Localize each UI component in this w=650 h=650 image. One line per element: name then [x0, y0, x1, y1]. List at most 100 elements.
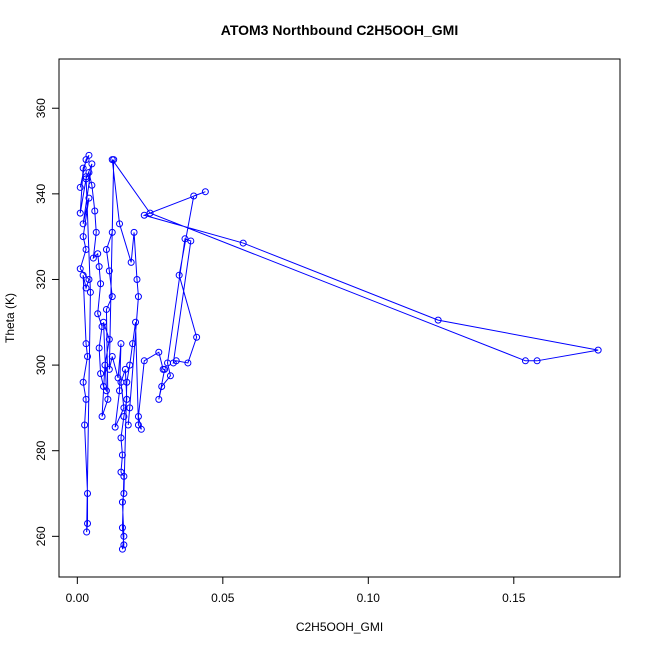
- y-tick-label: 340: [34, 184, 48, 204]
- data-point: [118, 545, 126, 553]
- series-line: [79, 155, 599, 550]
- data-point: [146, 209, 154, 217]
- data-point: [86, 288, 94, 296]
- data-point: [95, 263, 103, 271]
- data-point: [123, 395, 131, 403]
- data-point: [120, 490, 128, 498]
- data-point: [201, 188, 209, 196]
- data-point: [84, 353, 92, 361]
- data-point: [116, 387, 124, 395]
- data-point: [166, 372, 174, 380]
- data-point: [85, 275, 93, 283]
- data-point: [85, 194, 93, 202]
- data-point: [130, 228, 138, 236]
- data-point: [108, 353, 116, 361]
- data-point: [85, 151, 93, 159]
- data-point: [82, 246, 90, 254]
- x-tick-label: 0.15: [502, 591, 526, 605]
- data-point: [158, 382, 166, 390]
- data-point: [76, 265, 84, 273]
- data-point: [102, 305, 110, 313]
- data-point: [85, 168, 93, 176]
- data-point: [123, 378, 131, 386]
- y-tick-label: 300: [34, 355, 48, 375]
- data-point: [82, 284, 90, 292]
- data-point: [134, 412, 142, 420]
- data-point: [79, 164, 87, 172]
- data-point: [82, 175, 90, 183]
- x-axis-label: C2H5OOH_GMI: [296, 620, 383, 634]
- data-point: [116, 220, 124, 228]
- data-point: [105, 365, 113, 373]
- data-point: [82, 395, 90, 403]
- data-point: [193, 333, 201, 341]
- data-point: [79, 378, 87, 386]
- data-point: [88, 181, 96, 189]
- y-axis: 260 280 300 320 340 360: [34, 98, 60, 546]
- plot-frame: [58, 58, 621, 578]
- data-point: [102, 387, 110, 395]
- data-point: [94, 310, 102, 318]
- data-point: [95, 344, 103, 352]
- data-point: [126, 404, 134, 412]
- data-point: [84, 490, 92, 498]
- chart-title: ATOM3 Northbound C2H5OOH_GMI: [221, 22, 458, 38]
- data-point: [434, 316, 442, 324]
- data-point: [118, 498, 126, 506]
- data-point: [97, 280, 105, 288]
- data-point: [140, 357, 148, 365]
- data-point: [155, 395, 163, 403]
- data-point: [533, 357, 541, 365]
- data-point: [83, 528, 91, 536]
- data-point: [120, 532, 128, 540]
- data-point: [121, 365, 129, 373]
- data-point: [120, 412, 128, 420]
- data-point: [190, 192, 198, 200]
- data-point: [521, 357, 529, 365]
- data-point: [120, 472, 128, 480]
- y-tick-label: 260: [34, 526, 48, 546]
- data-point: [594, 346, 602, 354]
- data-point: [81, 421, 89, 429]
- data-point: [98, 323, 106, 331]
- data-point: [104, 395, 112, 403]
- data-point: [187, 237, 195, 245]
- data-point: [102, 246, 110, 254]
- data-point: [120, 541, 128, 549]
- x-tick-label: 0.00: [66, 591, 90, 605]
- data-point: [184, 359, 192, 367]
- y-tick-label: 280: [34, 440, 48, 460]
- data-point: [91, 207, 99, 215]
- data-point: [97, 370, 105, 378]
- data-point: [79, 220, 87, 228]
- data-point: [76, 209, 84, 217]
- data-point: [89, 254, 97, 262]
- data-point: [94, 250, 102, 258]
- x-tick-label: 0.05: [211, 591, 235, 605]
- data-point: [133, 275, 141, 283]
- data-point: [161, 365, 169, 373]
- x-axis: 0.00 0.05 0.10 0.15: [66, 576, 526, 605]
- data-point: [82, 340, 90, 348]
- data-point: [100, 318, 108, 326]
- y-tick-label: 360: [34, 98, 48, 118]
- data-point: [101, 361, 109, 369]
- y-tick-label: 320: [34, 269, 48, 289]
- data-point: [108, 228, 116, 236]
- data-point: [175, 271, 183, 279]
- data-point: [88, 160, 96, 168]
- data-point: [76, 183, 84, 191]
- data-point: [172, 357, 180, 365]
- data-point: [98, 412, 106, 420]
- y-axis-label: Theta (K): [3, 293, 17, 343]
- data-point: [92, 228, 100, 236]
- data-point: [117, 340, 125, 348]
- data-point: [118, 524, 126, 532]
- data-point: [79, 271, 87, 279]
- data-point: [239, 239, 247, 247]
- x-tick-label: 0.10: [357, 591, 381, 605]
- data-point: [84, 519, 92, 527]
- data-point: [111, 423, 119, 431]
- data-point: [132, 318, 140, 326]
